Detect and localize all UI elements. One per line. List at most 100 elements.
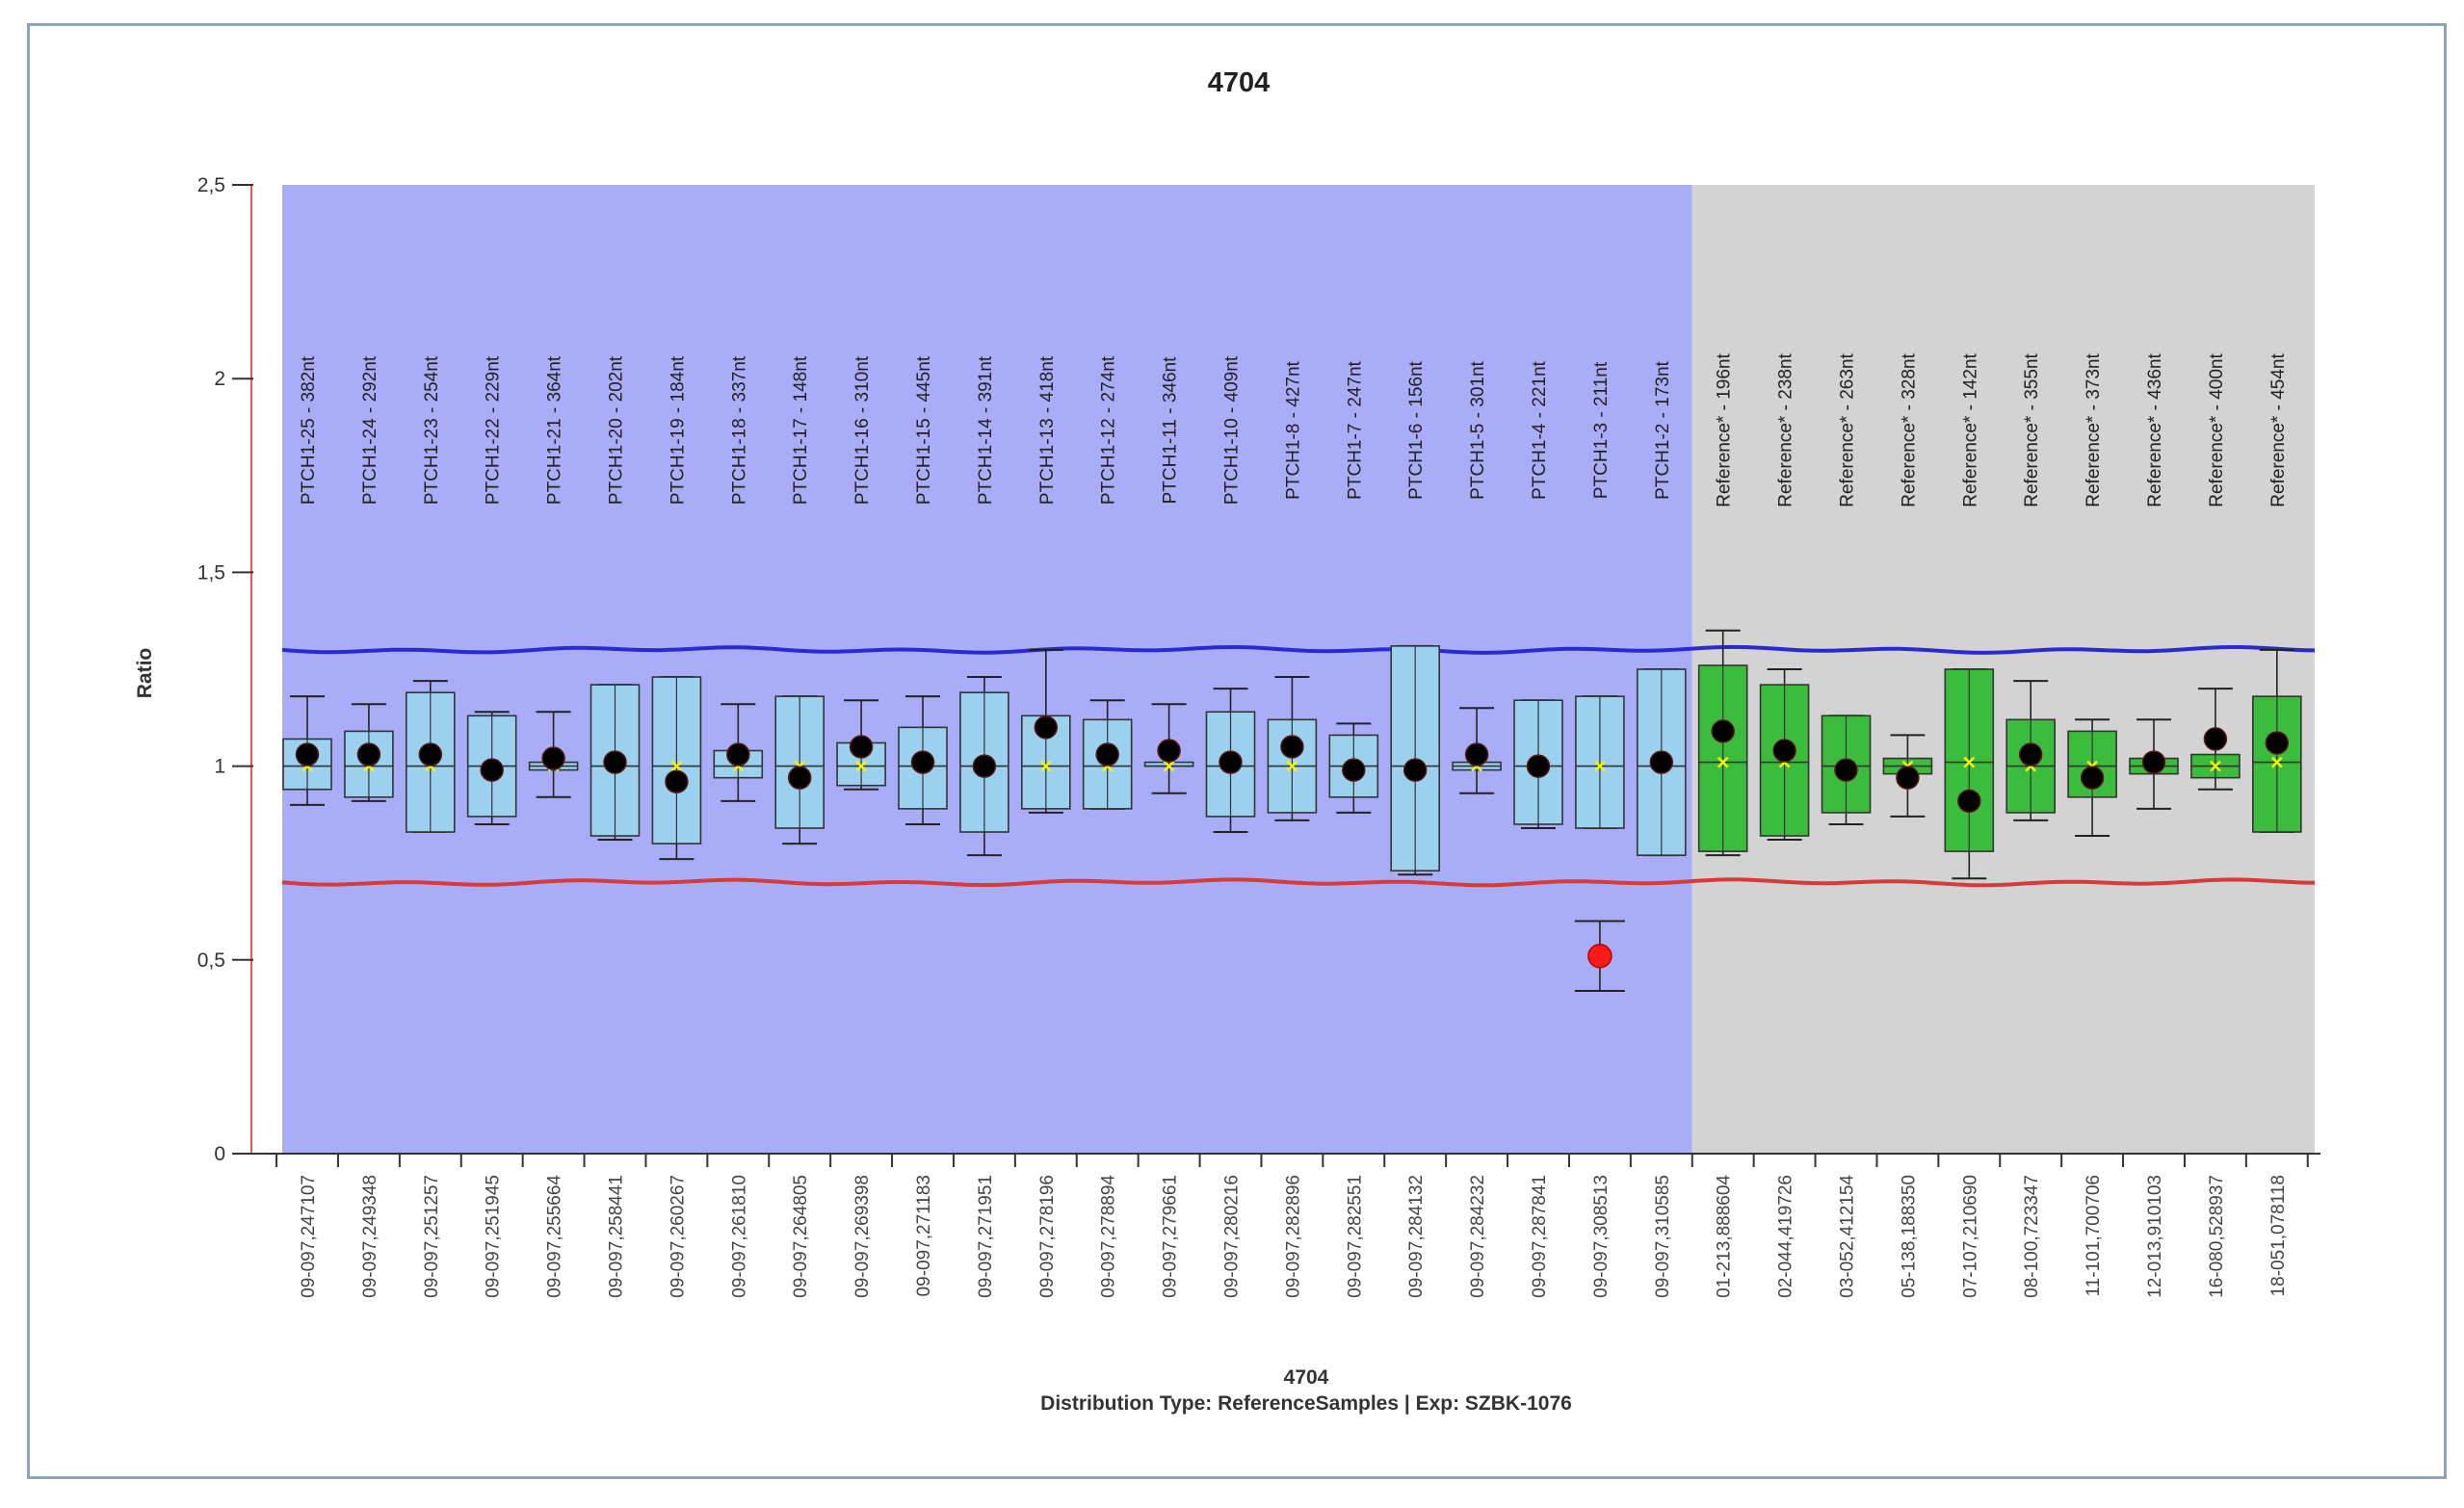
median-marker: [2270, 756, 2283, 768]
sample-point: [1526, 754, 1551, 778]
y-tick-label: 0: [214, 1143, 225, 1165]
probe-label: PTCH1-11 - 346nt: [1161, 356, 1181, 504]
sample-point: [1402, 758, 1428, 782]
x-tick-label: 08-100,723347: [2022, 1175, 2042, 1298]
x-tick-label: 09-097,251945: [484, 1175, 504, 1298]
probe-label: PTCH1-20 - 202nt: [607, 355, 627, 505]
probe-label: PTCH1-14 - 391nt: [976, 355, 996, 505]
median-marker: [1963, 756, 1976, 768]
sample-point: [2141, 750, 2166, 774]
probe-label: PTCH1-19 - 184nt: [668, 355, 688, 505]
probe-label: PTCH1-24 - 292nt: [360, 355, 380, 505]
box-plot-item: [1821, 715, 1872, 825]
probe-label: PTCH1-25 - 382nt: [299, 355, 319, 505]
sample-point: [1095, 742, 1119, 767]
box-plot-item: [2129, 718, 2179, 810]
probe-label: Reference* - 373nt: [2084, 353, 2104, 507]
box-plot-item: [1205, 688, 1256, 834]
probe-label: PTCH1-6 - 156nt: [1406, 360, 1427, 499]
y-tick-label: 2,5: [197, 174, 225, 196]
box-plot-item: [1574, 695, 1625, 992]
sample-point: [1711, 719, 1735, 743]
chart-frame: 4704 Ratio 4704 Distribution Type: Refer…: [27, 23, 2447, 1479]
median-marker: [670, 760, 683, 772]
probe-label: PTCH1-23 - 254nt: [422, 355, 442, 505]
sample-point: [2018, 742, 2043, 767]
sample-point: [2265, 731, 2290, 755]
probe-label: Reference* - 142nt: [1960, 353, 1980, 507]
box-plot-item: [1390, 644, 1440, 876]
median-marker: [2210, 760, 2221, 772]
x-tick-label: 09-097,279661: [1161, 1175, 1181, 1298]
lower-threshold-line: [281, 877, 2316, 888]
sample-point: [1464, 742, 1489, 767]
sample-point: [1034, 715, 1059, 740]
probe-label: PTCH1-21 - 364nt: [545, 355, 565, 505]
sample-point: [665, 769, 689, 793]
x-tick-label: 09-097,284132: [1406, 1175, 1427, 1298]
sample-point: [1772, 739, 1796, 763]
median-marker: [1039, 760, 1052, 772]
box-plot-item: [1452, 707, 1502, 794]
box-plot-item: [405, 680, 456, 834]
box-plot-item: [959, 676, 1009, 857]
box-plot-item: [1637, 668, 1687, 857]
sample-point: [1957, 789, 1981, 814]
probe-label: PTCH1-7 - 247nt: [1345, 360, 1365, 499]
sample-point: [1587, 944, 1612, 969]
box-plot-item: [898, 695, 948, 825]
probe-label: Reference* - 238nt: [1776, 353, 1796, 507]
sample-point: [1834, 758, 1858, 782]
x-tick-label: 09-097,280216: [1222, 1175, 1243, 1298]
box-plot-item: [774, 695, 826, 845]
box-plot-item: [836, 699, 886, 791]
box-plot-item: [1944, 668, 1995, 880]
probe-label: PTCH1-3 - 211nt: [1591, 361, 1612, 499]
sample-point: [2080, 766, 2105, 790]
x-tick-label: 09-097,271183: [914, 1175, 934, 1296]
x-tick-label: 07-107,210690: [1960, 1175, 1980, 1298]
box-plot-item: [1082, 699, 1133, 810]
x-tick-label: 09-097,261810: [729, 1175, 749, 1298]
y-tick-label: 2: [214, 368, 225, 390]
sample-point: [356, 742, 381, 767]
box-plot-item: [2190, 688, 2241, 791]
box-plot-item: [1759, 668, 1810, 842]
sample-point: [603, 750, 627, 774]
x-tick-label: 09-097,247107: [299, 1175, 319, 1298]
box-plot-item: [1021, 648, 1071, 814]
median-marker: [1286, 760, 1298, 772]
x-tick-label: 09-097,282896: [1283, 1175, 1303, 1298]
sample-point: [418, 742, 443, 767]
chart-subtitle: Distribution Type: ReferenceSamples | Ex…: [1040, 1392, 1572, 1415]
y-tick-label: 1,5: [197, 561, 225, 584]
box-plot-item: [1513, 699, 1563, 829]
median-marker: [855, 760, 867, 772]
probe-label: PTCH1-22 - 229nt: [484, 355, 504, 505]
x-tick-label: 09-097,269398: [852, 1175, 873, 1298]
chart-title: 4704: [1208, 67, 1271, 98]
box-plot-item: [651, 676, 702, 861]
median-marker: [1594, 760, 1606, 772]
x-tick-label: 09-097,284232: [1468, 1175, 1488, 1298]
y-tick-label: 1: [214, 756, 225, 778]
sample-point: [1342, 758, 1366, 782]
x-tick-label: 09-097,278894: [1099, 1175, 1119, 1298]
box-plot-item: [1143, 703, 1194, 794]
box-plot-item: [528, 711, 579, 798]
box-plot-item: [282, 695, 332, 806]
x-tick-label: 09-097,308513: [1591, 1175, 1612, 1298]
upper-threshold-line: [281, 644, 2316, 655]
probe-label: PTCH1-4 - 221nt: [1530, 360, 1550, 499]
x-tick-label: 09-097,260267: [668, 1175, 688, 1298]
x-tick-label: 16-080,528937: [2207, 1175, 2227, 1298]
x-tick-label: 05-138,188350: [1899, 1175, 1919, 1298]
sample-point: [1649, 750, 1674, 774]
sample-point: [541, 746, 565, 770]
x-tick-label: 09-097,255664: [545, 1175, 565, 1298]
box-plot-item: [1267, 676, 1318, 821]
probe-label: Reference* - 355nt: [2022, 353, 2042, 507]
x-axis-label: 4704: [1284, 1366, 1329, 1389]
y-axis-label: Ratio: [134, 648, 156, 699]
box-plot-item: [590, 684, 641, 842]
